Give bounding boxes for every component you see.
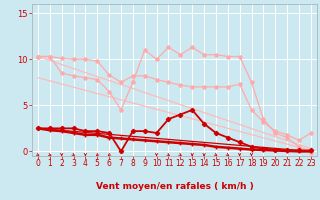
X-axis label: Vent moyen/en rafales ( km/h ): Vent moyen/en rafales ( km/h ): [96, 182, 253, 191]
